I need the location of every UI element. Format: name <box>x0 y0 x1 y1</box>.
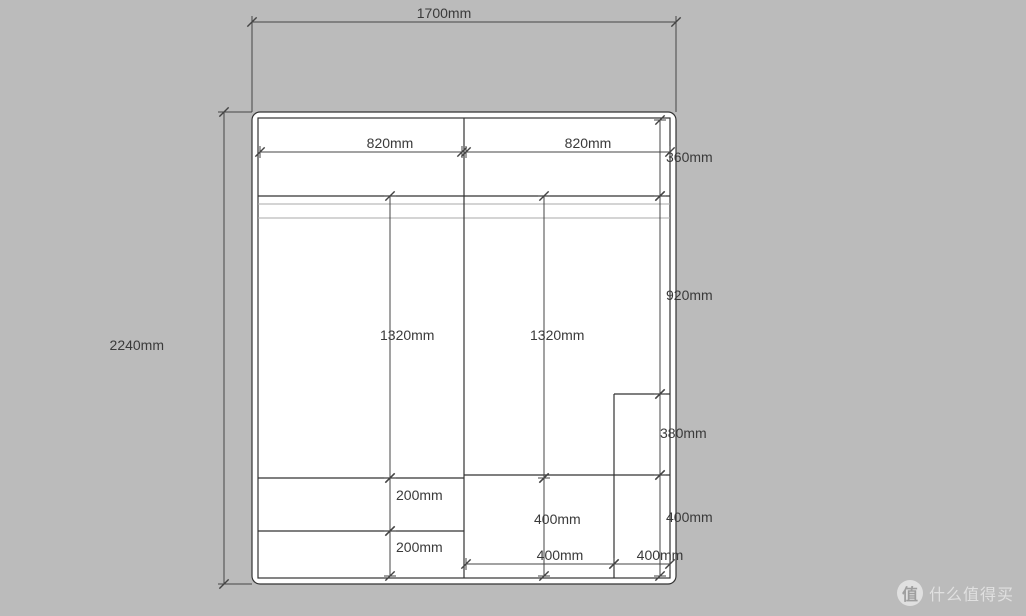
svg-text:1700mm: 1700mm <box>417 5 471 21</box>
svg-text:1320mm: 1320mm <box>530 327 584 343</box>
svg-text:380mm: 380mm <box>660 425 707 441</box>
svg-text:1320mm: 1320mm <box>380 327 434 343</box>
watermark-badge-icon: 值 <box>897 580 923 606</box>
svg-text:400mm: 400mm <box>666 509 713 525</box>
svg-text:400mm: 400mm <box>534 511 581 527</box>
watermark-text: 什么值得买 <box>929 581 1014 605</box>
svg-text:820mm: 820mm <box>565 135 612 151</box>
svg-text:200mm: 200mm <box>396 487 443 503</box>
cabinet-diagram: 1700mm 820mm 820mm 400mm 400mm 2240mm 360mm 920… <box>0 0 1026 616</box>
watermark: 值 什么值得买 <box>897 580 1014 606</box>
svg-text:2240mm: 2240mm <box>110 337 164 353</box>
svg-text:360mm: 360mm <box>666 149 713 165</box>
svg-text:820mm: 820mm <box>367 135 414 151</box>
svg-text:920mm: 920mm <box>666 287 713 303</box>
svg-text:200mm: 200mm <box>396 539 443 555</box>
